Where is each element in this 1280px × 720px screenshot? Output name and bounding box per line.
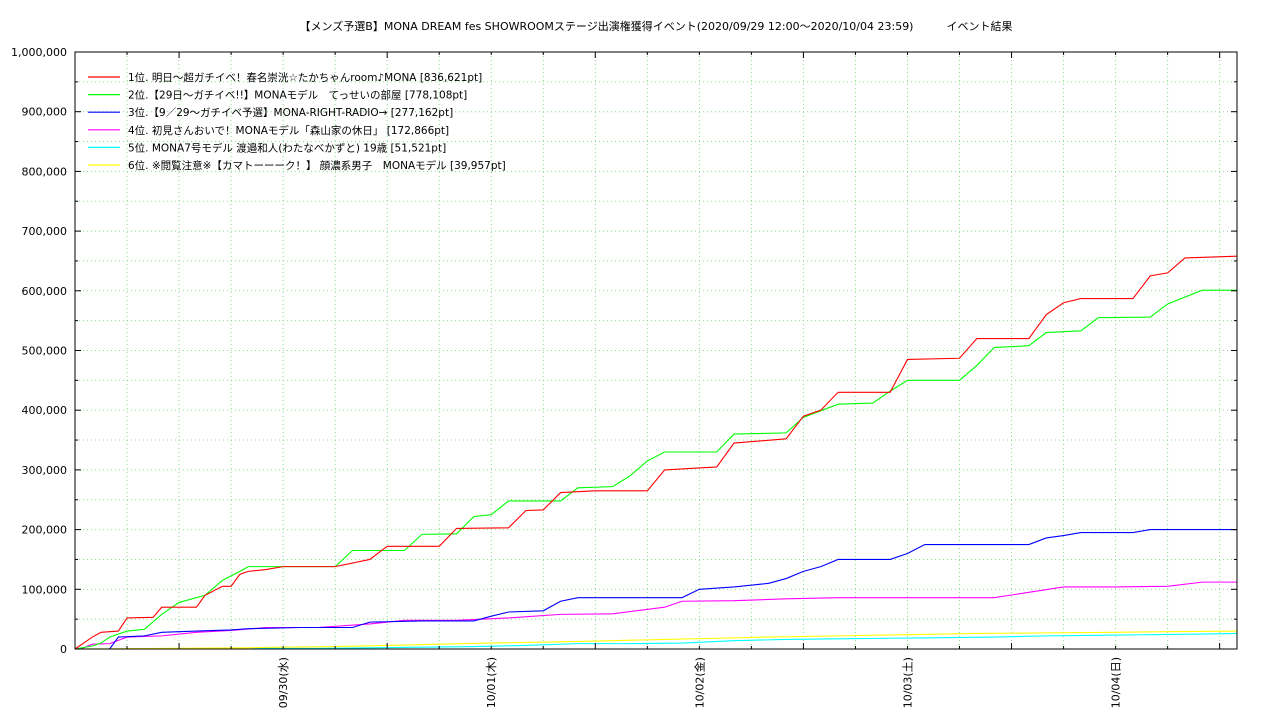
y-tick-label: 700,000 (22, 225, 68, 238)
series-line-4 (74, 581, 1237, 650)
y-tick-label: 300,000 (22, 464, 68, 477)
series-layer (74, 255, 1238, 650)
y-tick-label: 0 (60, 643, 67, 656)
y-tick-label: 1,000,000 (11, 46, 67, 59)
series-line-2 (74, 289, 1237, 650)
x-tick-label: 10/04(日) (1110, 657, 1123, 708)
legend-label-3: 3位.【9／29〜ガチイベ予選】MONA-RIGHT-RADIO→ [277,1… (128, 106, 453, 119)
legend-label-5: 5位. MONA7号モデル 渡邉和人(わたなべかずと) 19歳 [51,521p… (128, 141, 446, 154)
y-tick-label: 400,000 (22, 404, 68, 417)
series-line-6 (74, 630, 1238, 650)
y-tick-label: 600,000 (22, 285, 68, 298)
x-tick-label: 10/01(木) (485, 657, 498, 708)
legend-label-1: 1位. 明日〜超ガチイベ！春名崇洸☆たかちゃんroom♪MONA [836,62… (128, 71, 482, 84)
chart-title: 【メンズ予選B】MONA DREAM fes SHOWROOMステージ出演権獲得… (300, 19, 1013, 33)
legend-label-4: 4位. 初見さんおいで！MONAモデル「森山家の休日」 [172,866pt] (128, 124, 449, 137)
grid-layer (74, 52, 1237, 649)
x-tick-label: 10/02(金) (692, 657, 706, 708)
series-line-1 (74, 255, 1238, 650)
x-tick-label: 10/03(土) (901, 657, 914, 708)
x-tick-label: 09/30(水) (277, 657, 290, 708)
series-line-5 (75, 632, 1238, 650)
y-tick-label: 800,000 (22, 165, 68, 178)
legend: 1位. 明日〜超ガチイベ！春名崇洸☆たかちゃんroom♪MONA [836,62… (88, 71, 506, 172)
axis-layer: 0 100,000 200,000 300,000 400,000 500,000 600,… (11, 46, 1237, 708)
legend-label-2: 2位.【29日〜ガチイベ!!】MONAモデル てっせいの部屋 [778,108p… (128, 89, 467, 102)
y-tick-label: 900,000 (22, 106, 68, 119)
legend-label-6: 6位. ※閲覧注意※【カマトーーーク！】 顔濃系男子 MONAモデル [39,9… (128, 159, 506, 172)
y-tick-label: 200,000 (22, 524, 68, 537)
y-tick-label: 500,000 (22, 345, 68, 358)
y-tick-label: 100,000 (22, 583, 68, 596)
series-line-3 (75, 529, 1237, 650)
